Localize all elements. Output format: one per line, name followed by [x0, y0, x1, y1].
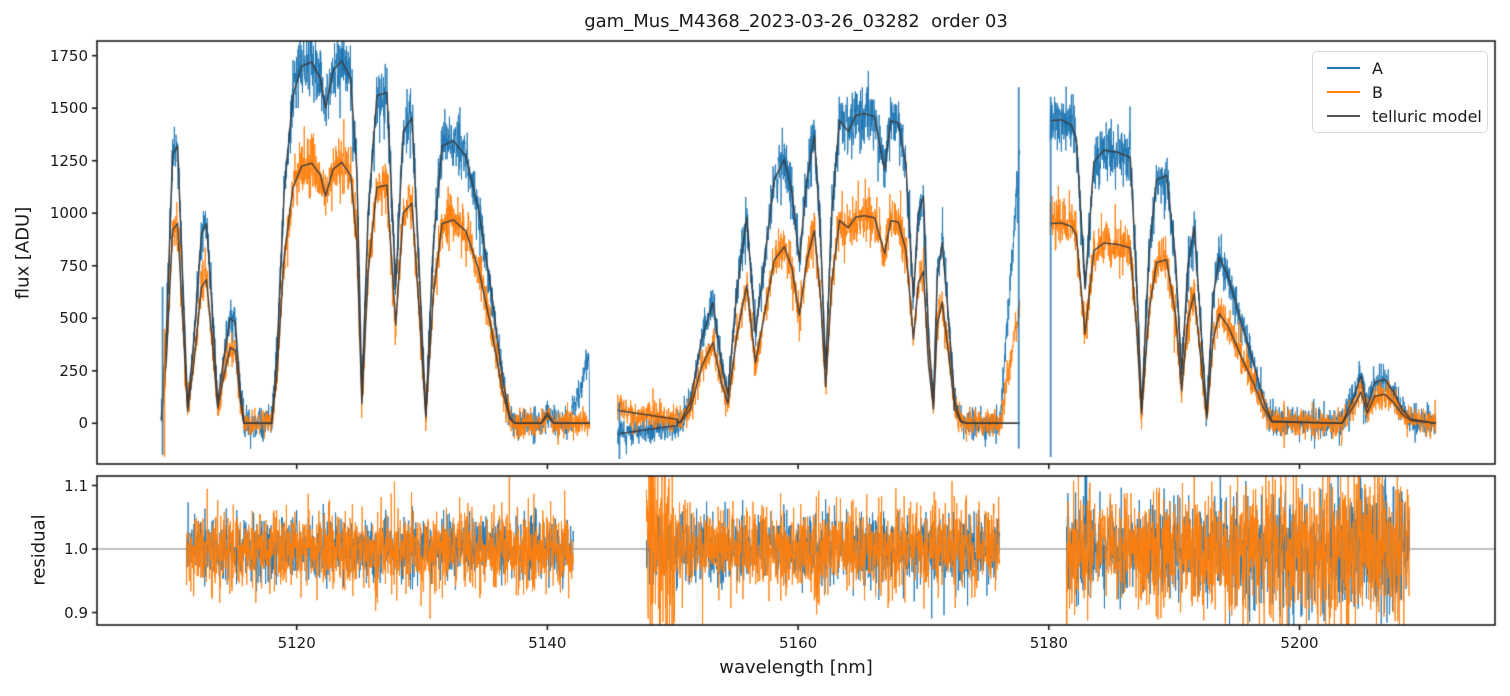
- legend-line-a: [1327, 67, 1360, 69]
- x-tick-label: 5120: [277, 634, 316, 652]
- legend-label-telluric: telluric model: [1372, 106, 1482, 126]
- legend-label-b: B: [1372, 82, 1383, 102]
- residual-tick-label: 0.9: [64, 603, 88, 622]
- residual-tick-label: 1.1: [64, 476, 88, 495]
- flux-tick-label: 1750: [49, 46, 88, 65]
- legend-line-b: [1327, 91, 1360, 93]
- legend-line-telluric: [1327, 115, 1360, 117]
- x-axis-label: wavelength [nm]: [719, 657, 873, 678]
- flux-tick-label: 750: [59, 256, 88, 275]
- flux-tick-label: 1250: [49, 151, 88, 170]
- chart-title: gam_Mus_M4368_2023-03-26_03282 order 03: [584, 11, 1008, 32]
- flux-tick-label: 250: [59, 361, 88, 380]
- legend-label-a: A: [1372, 58, 1383, 78]
- residual-tick-label: 1.0: [64, 540, 88, 558]
- x-tick-label: 5180: [1029, 634, 1068, 652]
- flux-tick-label: 0: [78, 414, 88, 433]
- residual-y-axis-label: residual: [28, 514, 50, 586]
- flux-tick-label: 1500: [49, 99, 88, 118]
- legend-entry-telluric: telluric model: [1313, 107, 1487, 126]
- x-tick-label: 5200: [1280, 634, 1319, 652]
- legend-box: A B telluric model: [1312, 51, 1488, 133]
- legend-entry-a: A: [1313, 59, 1487, 78]
- flux-y-axis-label: flux [ADU]: [12, 206, 34, 300]
- x-tick-label: 5160: [779, 634, 818, 652]
- flux-tick-label: 1000: [49, 204, 88, 223]
- x-tick-label: 5140: [528, 634, 567, 652]
- legend-entry-b: B: [1313, 83, 1487, 102]
- flux-tick-label: 500: [59, 309, 88, 328]
